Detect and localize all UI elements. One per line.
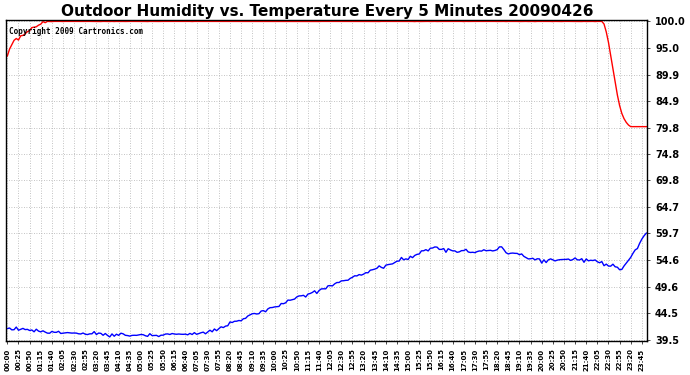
Title: Outdoor Humidity vs. Temperature Every 5 Minutes 20090426: Outdoor Humidity vs. Temperature Every 5… (61, 4, 593, 19)
Text: Copyright 2009 Cartronics.com: Copyright 2009 Cartronics.com (10, 27, 144, 36)
